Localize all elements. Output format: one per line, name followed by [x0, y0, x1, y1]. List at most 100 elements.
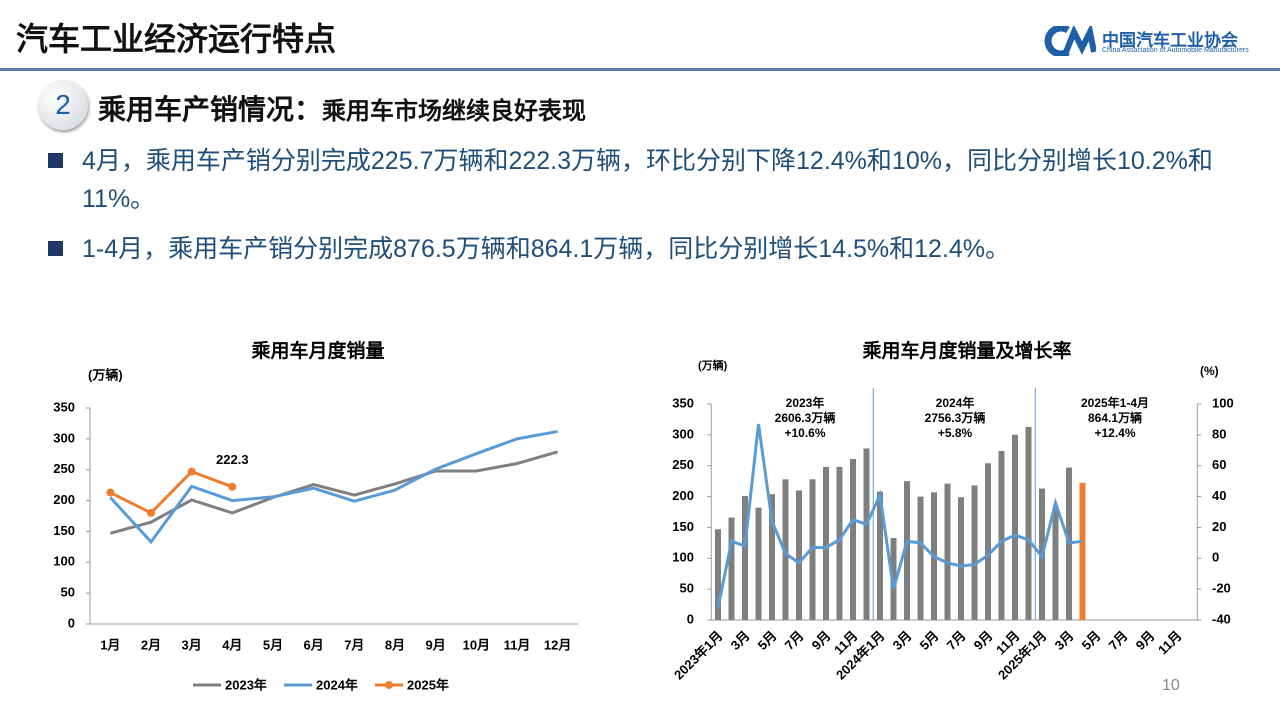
bar — [958, 497, 964, 620]
y2-tick-label: -40 — [1212, 611, 1231, 626]
y2-axis-label: (%) — [1200, 364, 1219, 378]
x-tick-label: 3月 — [728, 628, 753, 653]
y-tick-label: 200 — [53, 492, 75, 507]
y-tick-label: 300 — [53, 430, 75, 445]
bar — [1012, 434, 1018, 620]
data-label: 222.3 — [216, 452, 249, 467]
section-subtitle: 乘用车市场继续良好表现 — [322, 98, 587, 125]
x-tick-label: 10月 — [463, 637, 490, 652]
y-tick-label: 150 — [672, 519, 694, 534]
x-tick-label: 5月 — [1079, 628, 1104, 653]
line — [109, 429, 558, 545]
annotation: 2606.3万辆 — [775, 410, 836, 425]
y2-tick-label: -20 — [1212, 581, 1231, 596]
line — [109, 469, 233, 515]
x-tick-label: 9月 — [971, 628, 996, 653]
y-axis-label: (万辆) — [88, 367, 123, 382]
y-tick-label: 300 — [672, 426, 694, 441]
annotation: +12.4% — [1094, 426, 1135, 440]
y-tick-label: 250 — [53, 461, 75, 476]
bar — [850, 458, 856, 620]
y-tick-label: 100 — [53, 554, 75, 569]
annotation: +10.6% — [784, 426, 825, 440]
y-tick-label: 0 — [687, 611, 694, 626]
annotation: 864.1万辆 — [1088, 410, 1142, 425]
line — [109, 450, 559, 535]
y2-tick-label: 20 — [1212, 519, 1226, 534]
bullet: 1-4月，乘用车产销分别完成876.5万辆和864.1万辆，同比分别增长14.5… — [82, 235, 1011, 263]
annotation: 2756.3万辆 — [925, 410, 986, 425]
x-tick-label: 2月 — [141, 637, 161, 652]
chart-title: 乘用车月度销量及增长率 — [861, 339, 1071, 362]
annotation: 2024年 — [936, 395, 975, 410]
bar — [944, 483, 951, 620]
y2-tick-label: 0 — [1212, 550, 1219, 565]
bar — [985, 463, 991, 620]
x-tick-label: 7月 — [344, 637, 364, 652]
bar — [917, 496, 924, 620]
bar — [1079, 482, 1086, 620]
bar — [823, 466, 829, 620]
x-tick-label: 9月 — [426, 637, 446, 652]
x-tick-label: 2023年1月 — [671, 628, 726, 683]
header-rule — [0, 68, 1280, 71]
y2-tick-label: 100 — [1212, 395, 1234, 410]
x-tick-label: 9月 — [809, 628, 834, 653]
y-axis-label: (万辆) — [698, 358, 728, 372]
x-tick-label: 11月 — [504, 637, 531, 652]
x-tick-label: 11月 — [1155, 628, 1185, 658]
x-tick-label: 3月 — [1052, 628, 1077, 653]
bar — [769, 494, 775, 620]
y2-tick-label: 40 — [1212, 488, 1226, 503]
annotation: 2025年1-4月 — [1081, 395, 1149, 410]
bar — [971, 485, 978, 620]
y2-tick-label: 60 — [1212, 457, 1226, 472]
y-tick-label: 100 — [672, 550, 694, 565]
bar — [863, 448, 870, 620]
x-tick-label: 3月 — [182, 637, 202, 652]
section-title: 乘用车产销情况：乘用车市场继续良好表现 — [98, 88, 586, 128]
x-tick-label: 1月 — [100, 637, 120, 652]
y-tick-label: 350 — [53, 399, 75, 414]
x-tick-label: 5月 — [263, 637, 283, 652]
x-tick-label: 5月 — [755, 628, 780, 653]
x-tick-label: 7月 — [944, 628, 969, 653]
section-number: 2 — [38, 80, 88, 130]
y-tick-label: 50 — [680, 581, 694, 596]
x-tick-label: 9月 — [1133, 628, 1158, 653]
legend-label: 2025年 — [407, 677, 449, 692]
y-tick-label: 200 — [672, 488, 694, 503]
bar — [742, 495, 748, 620]
bar — [782, 479, 789, 620]
bar — [836, 466, 843, 620]
x-tick-label: 6月 — [304, 637, 324, 652]
x-tick-label: 3月 — [890, 628, 915, 653]
x-tick-label: 5月 — [917, 628, 942, 653]
y-tick-label: 250 — [672, 457, 694, 472]
bar — [904, 481, 910, 620]
annotation: 2023年 — [786, 395, 825, 410]
x-tick-label: 12月 — [544, 637, 571, 652]
bullet-marker — [48, 153, 63, 168]
chart-title: 乘用车月度销量 — [250, 339, 384, 362]
point — [147, 508, 155, 517]
y-tick-label: 0 — [68, 615, 75, 630]
bar — [715, 529, 721, 620]
y-tick-label: 150 — [53, 523, 75, 538]
legend-label: 2023年 — [225, 677, 267, 692]
y-tick-label: 50 — [61, 585, 75, 600]
bar — [796, 490, 802, 620]
point — [187, 467, 196, 476]
page-title: 汽车工业经济运行特点 — [16, 21, 337, 57]
bar — [755, 507, 762, 620]
y-tick-label: 350 — [672, 395, 694, 410]
org-name: 中国汽车工业协会 — [1102, 31, 1238, 50]
x-tick-label: 4月 — [222, 637, 242, 652]
bullet-marker — [48, 241, 63, 256]
point — [106, 488, 115, 497]
annotation: +5.8% — [938, 426, 973, 440]
bar — [1025, 426, 1032, 620]
bar — [877, 491, 883, 620]
